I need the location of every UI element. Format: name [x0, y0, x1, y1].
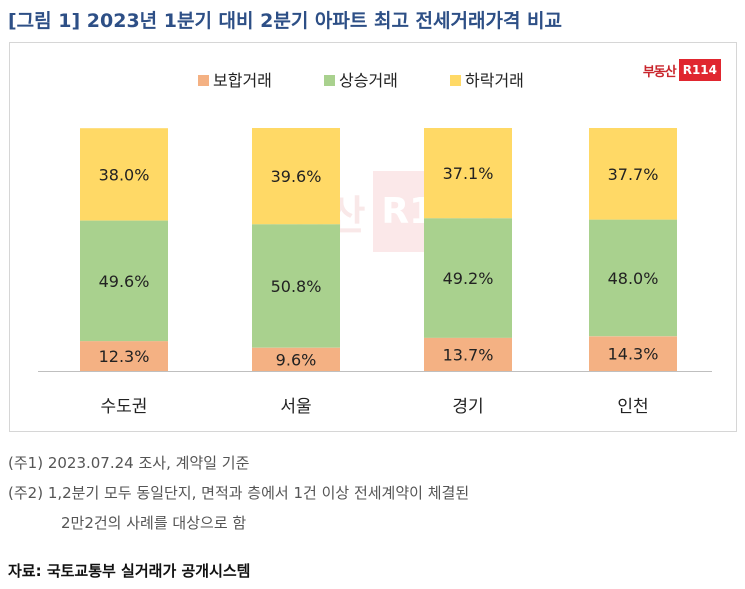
- data-label: 39.6%: [271, 167, 322, 186]
- bar-segment: [589, 219, 677, 337]
- bar-segment: [424, 128, 512, 219]
- legend-swatch-2: [324, 75, 335, 86]
- x-tick-label: 인천: [617, 397, 648, 417]
- footnotes: (주1) 2023.07.24 조사, 계약일 기준 (주2) 1,2분기 모두…: [8, 448, 469, 538]
- brand-logo-box: R114: [678, 59, 721, 81]
- bar-segment: [252, 128, 340, 225]
- x-tick-label: 서울: [280, 397, 311, 417]
- data-label: 37.1%: [443, 164, 494, 183]
- footnote-1: (주1) 2023.07.24 조사, 계약일 기준: [8, 454, 250, 472]
- bar-segment: [589, 336, 677, 371]
- stacked-bar-chart: 보합거래 상승거래 하락거래 12.3% 49.6% 38.0% 수도권 9.6% 50.8% 3…: [38, 71, 712, 417]
- bar-segment: [589, 128, 677, 220]
- legend-label-3: 하락거래: [465, 71, 524, 90]
- data-label: 37.7%: [608, 165, 659, 184]
- bar-segment: [424, 218, 512, 338]
- x-tick-label: 수도권: [101, 397, 148, 417]
- bar-segment: [424, 337, 512, 371]
- legend-label-1: 보합거래: [213, 71, 272, 90]
- data-label: 12.3%: [99, 347, 150, 366]
- bar-segment: [252, 224, 340, 348]
- brand-logo-text: 부동산: [642, 64, 677, 80]
- data-label: 9.6%: [276, 350, 317, 369]
- source-credit: 자료: 국토교통부 실거래가 공개시스템: [8, 562, 251, 580]
- data-label: 14.3%: [608, 345, 659, 364]
- bar-segment: [80, 128, 168, 221]
- legend-label-2: 상승거래: [339, 71, 398, 90]
- page-title: [그림 1] 2023년 1분기 대비 2분기 아파트 최고 전세거래가격 비교: [8, 10, 563, 32]
- x-tick-label: 경기: [452, 397, 483, 417]
- bar-segment: [80, 220, 168, 342]
- data-label: 48.0%: [608, 269, 659, 288]
- brand-logo: 부동산 R114: [643, 59, 721, 81]
- bar-segment: [80, 341, 168, 371]
- legend-swatch-3: [450, 75, 461, 86]
- data-label: 38.0%: [99, 165, 150, 184]
- legend-swatch-1: [198, 75, 209, 86]
- data-label: 13.7%: [443, 345, 494, 364]
- footnote-2-continued: 2만2건의 사례를 대상으로 함: [61, 514, 247, 532]
- data-label: 49.6%: [99, 272, 150, 291]
- bar-segment: [252, 347, 340, 371]
- data-label: 50.8%: [271, 277, 322, 296]
- data-label: 49.2%: [443, 269, 494, 288]
- footnote-2: (주2) 1,2분기 모두 동일단지, 면적과 층에서 1건 이상 전세계약이 …: [8, 484, 470, 502]
